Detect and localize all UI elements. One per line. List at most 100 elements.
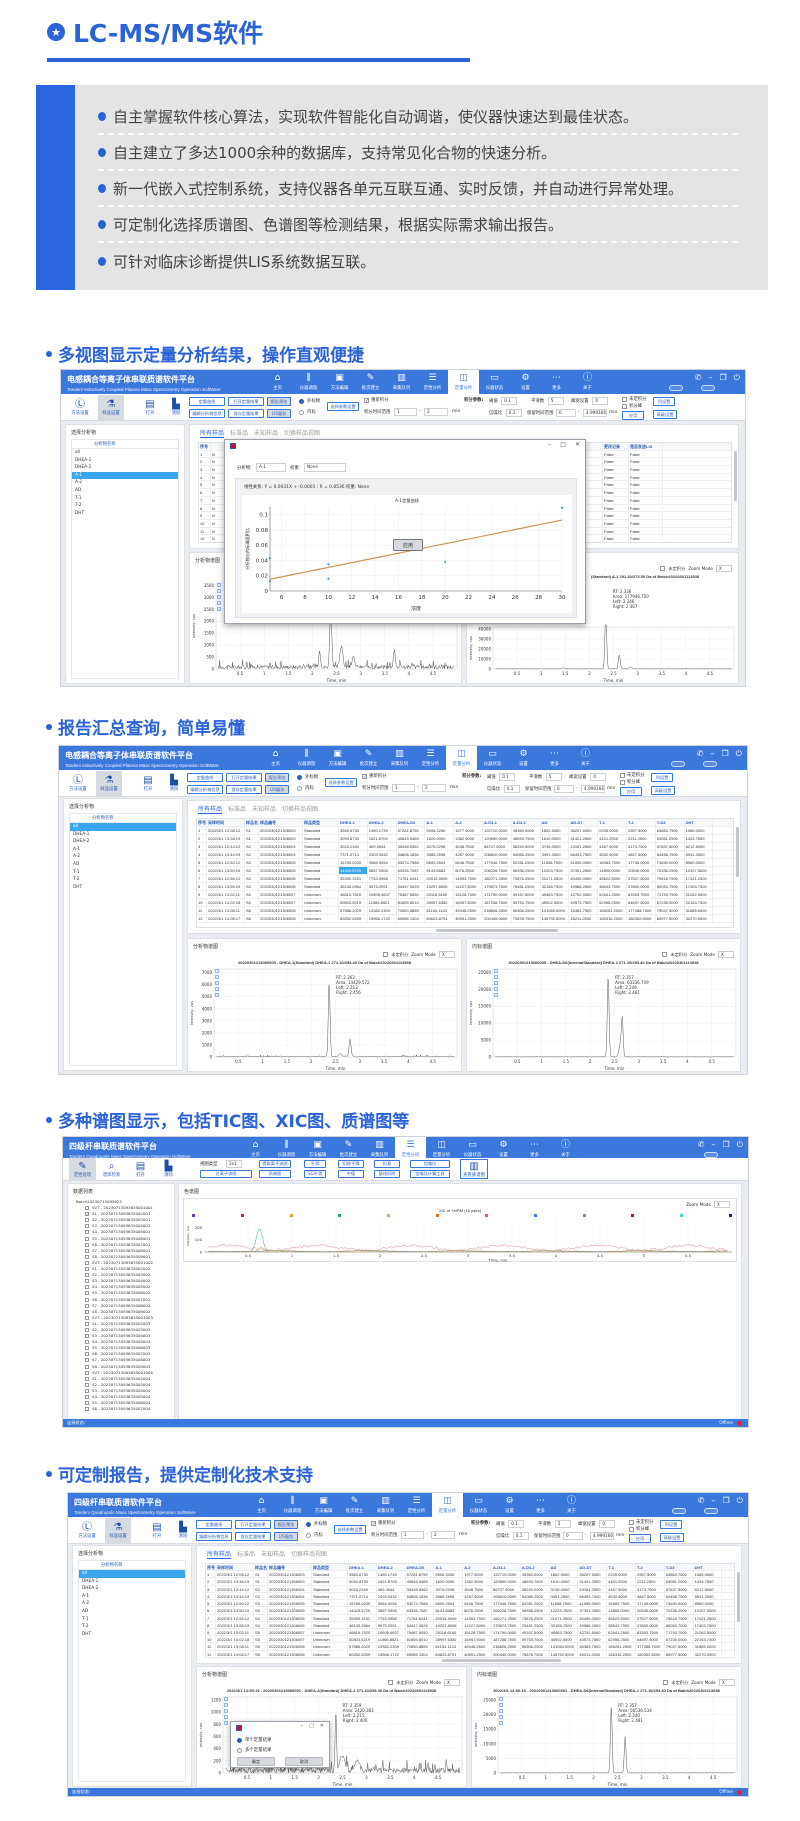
nav-item[interactable]: ▣ 方法编辑 bbox=[308, 1493, 339, 1517]
column-header[interactable]: T-2 bbox=[636, 1564, 665, 1571]
column-header[interactable]: DHEA-D6 bbox=[397, 819, 426, 826]
column-header[interactable]: T-D3 bbox=[665, 1564, 694, 1571]
tree-checkbox[interactable] bbox=[85, 1364, 89, 1369]
column-header[interactable]: 样品编号 bbox=[259, 819, 303, 826]
toolbar-button[interactable]: ▤ 打开 bbox=[135, 771, 161, 796]
action-button[interactable]: 编辑分析物信息 bbox=[187, 785, 223, 794]
analyte-item[interactable]: AD bbox=[73, 861, 80, 867]
chart-tool-icon[interactable] bbox=[499, 1697, 503, 1701]
minimize-icon[interactable]: – bbox=[300, 1723, 304, 1729]
tree-checkbox[interactable] bbox=[85, 1230, 89, 1235]
nav-item[interactable]: ⚙ 设置 bbox=[510, 370, 541, 394]
tree-item[interactable]: S4 - 20230713093635005004 bbox=[70, 1394, 172, 1400]
toolbar-button[interactable]: Ⓛ 方法设置 bbox=[67, 395, 93, 420]
table-row[interactable]: 8 2022/3/1 13:56:19 S4 2022030121306006 Stan… bbox=[206, 1621, 734, 1629]
toggle-switch[interactable] bbox=[669, 385, 683, 391]
tree-item[interactable]: Batch20230713093625 bbox=[70, 1199, 172, 1205]
tree-checkbox[interactable]: ✓ bbox=[85, 1212, 90, 1218]
action-button[interactable]: LIS服务 bbox=[265, 785, 289, 794]
column-header[interactable]: T-1 bbox=[598, 819, 627, 826]
analyte-item[interactable]: T-2 bbox=[75, 503, 82, 509]
toolbar-button[interactable]: ▙ 清除 bbox=[163, 395, 189, 420]
table-row[interactable]: 7 2022/3/1 12:56:12 S4 2022030121306006 Stan… bbox=[206, 1614, 734, 1622]
chart-tool-icon[interactable] bbox=[499, 1715, 503, 1719]
analyte-item[interactable]: T-2 bbox=[82, 1624, 89, 1630]
nav-item[interactable]: ▭ 仪器状态 bbox=[477, 746, 508, 770]
table-row[interactable]: 2 2022/3/1 13:38:19 S1 2022030121306003 Stan… bbox=[197, 835, 733, 843]
analyte-item[interactable]: AD bbox=[75, 487, 82, 493]
process-button[interactable]: SG平滑 bbox=[304, 1170, 326, 1178]
table-row[interactable]: 1 2022/3/1 12:08:12 S1 2022030121306003 Stan… bbox=[197, 827, 733, 835]
nav-item[interactable]: ▥ 采集队列 bbox=[386, 370, 417, 394]
column-header[interactable]: 采样时间 bbox=[207, 819, 245, 826]
action-button[interactable]: 编辑分析物信息 bbox=[196, 1532, 232, 1541]
table-row[interactable]: 8 2022/3/1 13:56:19 S4 2022030121306006 Stan… bbox=[197, 883, 733, 891]
tree-checkbox[interactable] bbox=[85, 1407, 89, 1412]
chart-tool-icon[interactable] bbox=[224, 1703, 228, 1707]
table-row[interactable]: 4 2022/3/1 13:44:19 S2 2022030121306004 Stan… bbox=[206, 1592, 734, 1601]
analyte-item[interactable]: DHT bbox=[73, 884, 83, 890]
nav-item[interactable]: ▭ 仪器状态 bbox=[479, 370, 510, 394]
chart-tool-icon[interactable] bbox=[215, 975, 219, 979]
radio-button[interactable] bbox=[306, 1533, 311, 1538]
chart-tool-icon[interactable] bbox=[494, 993, 498, 997]
table-row[interactable]: 4 2022/3/1 13:44:19 S2 2022030121306004 Stan… bbox=[197, 851, 733, 859]
tree-item[interactable]: ✓ S1 - 20230713093635002001 bbox=[70, 1211, 172, 1217]
zoom-mode-select[interactable]: X bbox=[444, 1679, 460, 1686]
restore-icon[interactable]: ❐ bbox=[722, 1496, 730, 1505]
tab-sample-view[interactable]: 所有样品 bbox=[198, 806, 223, 814]
power-icon[interactable]: ⏻ bbox=[735, 749, 742, 758]
nav-item[interactable]: ⌂ 主页 bbox=[246, 1493, 277, 1517]
column-header[interactable]: DHT bbox=[685, 819, 714, 826]
param-input[interactable]: 0.1 bbox=[512, 1532, 529, 1540]
chart-tool-icon[interactable] bbox=[217, 607, 221, 611]
tree-checkbox[interactable] bbox=[85, 1218, 89, 1223]
process-button[interactable]: 信噪比 bbox=[410, 1160, 450, 1168]
process-button[interactable]: 平滑 bbox=[304, 1160, 326, 1168]
tree-checkbox[interactable] bbox=[85, 1242, 89, 1247]
toolbar-button[interactable]: ⚗ 样品设置 bbox=[96, 771, 122, 796]
column-header[interactable]: T-D3 bbox=[656, 819, 685, 826]
analyte-item[interactable]: DHEA-2 bbox=[75, 465, 92, 471]
table-row[interactable]: 3 2022/3/1 12:44:12 S2 2022030121306004 Stan… bbox=[206, 1585, 734, 1593]
toggle-switch[interactable] bbox=[704, 1508, 718, 1514]
column-header[interactable]: AD-D7 bbox=[578, 1564, 608, 1571]
param-input[interactable]: 0.1 bbox=[505, 409, 522, 417]
column-header[interactable] bbox=[211, 443, 603, 450]
toolbar-button[interactable]: Ⓛ 方法设置 bbox=[74, 1518, 100, 1543]
tree-checkbox[interactable] bbox=[85, 1273, 89, 1278]
nav-item[interactable]: ✎ 批次建立 bbox=[353, 746, 384, 770]
phone-icon[interactable]: ✆ bbox=[696, 749, 704, 758]
process-button[interactable]: 扣除平滑 bbox=[338, 1160, 364, 1168]
column-header[interactable]: 样品类型 bbox=[312, 1564, 348, 1571]
toggle-switch[interactable] bbox=[672, 1508, 686, 1514]
nav-item[interactable]: ✎ 批次建立 bbox=[339, 1493, 370, 1517]
column-header[interactable]: DHEA-1 bbox=[339, 819, 368, 826]
column-header[interactable]: 样品名称 bbox=[246, 819, 259, 826]
nav-item[interactable]: ⫼ 仪器调谐 bbox=[291, 746, 322, 770]
tree-checkbox[interactable] bbox=[85, 1358, 89, 1363]
chart-tool-icon[interactable] bbox=[499, 1709, 503, 1713]
auto-integrate-checkbox[interactable] bbox=[663, 1680, 669, 1685]
tree-item[interactable]: S4 - 20230713093635005001 bbox=[70, 1229, 172, 1235]
tab-sample-view[interactable]: 所有样品 bbox=[200, 430, 225, 438]
tree-checkbox[interactable] bbox=[85, 1236, 89, 1241]
nav-item[interactable]: ▣ 方法编辑 bbox=[302, 1137, 333, 1161]
column-header[interactable]: DHEA-2 bbox=[368, 819, 397, 826]
column-header[interactable]: 采样时间 bbox=[216, 1564, 254, 1571]
phone-icon[interactable]: ✆ bbox=[697, 1140, 705, 1149]
chart-tool-icon[interactable] bbox=[494, 981, 498, 985]
analyte-item[interactable]: DHT bbox=[75, 510, 85, 516]
tree-checkbox[interactable] bbox=[85, 1285, 89, 1290]
column-header[interactable]: A-1 bbox=[425, 819, 455, 826]
column-header[interactable]: A-D4-1 bbox=[492, 1564, 521, 1571]
radio-button[interactable] bbox=[237, 1748, 242, 1753]
minimize-icon[interactable]: – bbox=[710, 749, 715, 758]
tree-checkbox[interactable] bbox=[85, 1254, 89, 1259]
int-range-start[interactable]: 1 bbox=[401, 1531, 424, 1539]
toolbar-button[interactable]: Ⓛ 方法设置 bbox=[65, 771, 91, 796]
column-header[interactable]: AD bbox=[541, 819, 570, 826]
zoom-mode-select[interactable]: X bbox=[439, 951, 455, 958]
column-header[interactable]: DHEA-1 bbox=[348, 1564, 377, 1571]
column-header[interactable]: 是否发送LIS bbox=[629, 443, 663, 450]
